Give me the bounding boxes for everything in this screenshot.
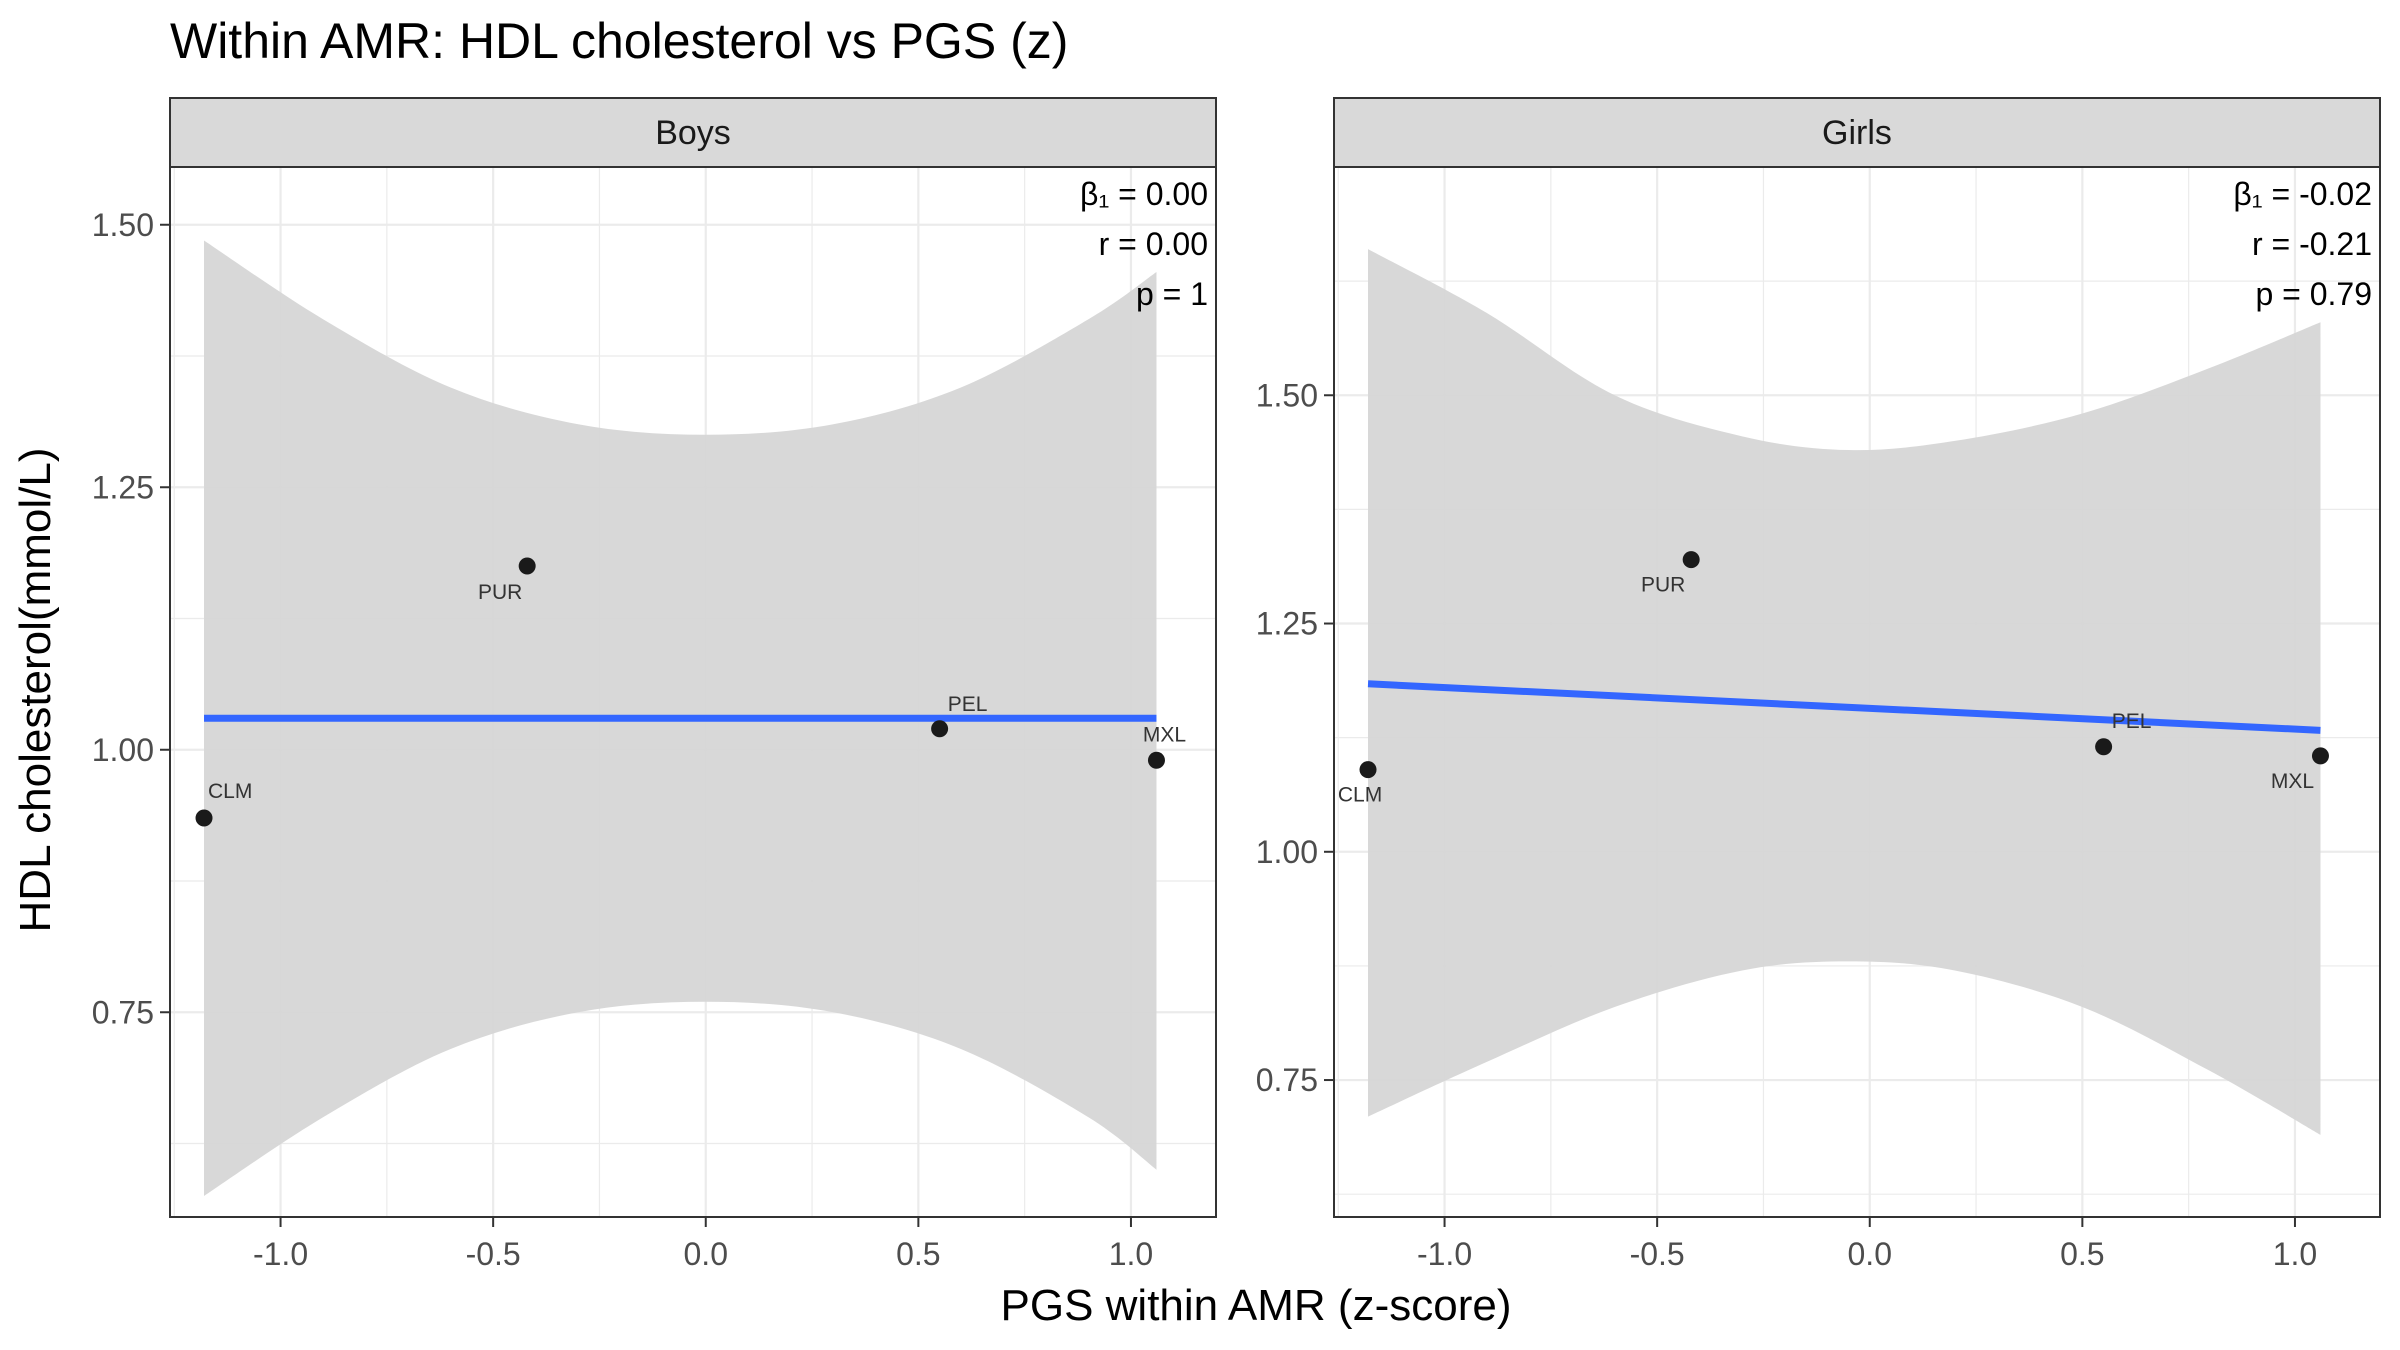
point-label-pel: PEL (2112, 710, 2152, 733)
y-tick-label: 1.50 (92, 207, 154, 243)
confidence-band (1368, 249, 2321, 1135)
x-tick-label: 0.5 (2060, 1236, 2104, 1272)
stat-annotation: p = 1 (1136, 276, 1208, 312)
data-point-pur (1682, 551, 1700, 569)
panel-boys: CLM PUR PEL MXL β₁ = 0.00 r = 0.00 p = 1 Boys -1… (92, 97, 1217, 1272)
point-label-pel: PEL (948, 693, 988, 716)
stat-annotation: r = -0.21 (2252, 226, 2372, 262)
stat-annotation: β₁ = -0.02 (2233, 176, 2372, 212)
x-tick-label: 0.5 (896, 1236, 940, 1272)
y-tick-label: 1.25 (1256, 606, 1318, 642)
y-tick-label: 0.75 (92, 994, 154, 1030)
facet-strip-label: Girls (1822, 114, 1892, 152)
y-tick-label: 1.00 (1256, 834, 1318, 870)
data-point-mxl (2311, 747, 2329, 765)
facet-strip (1333, 97, 2381, 168)
x-tick-label: 0.0 (1848, 1236, 1892, 1272)
point-label-clm: CLM (1338, 784, 1382, 807)
x-tick-label: -0.5 (1630, 1236, 1685, 1272)
regression-line (1367, 680, 2321, 734)
y-tick-label: 1.25 (92, 469, 154, 505)
data-point-pel (2095, 738, 2113, 756)
data-point-clm (1359, 761, 1377, 779)
chart-title: Within AMR: HDL cholesterol vs PGS (z) (170, 13, 1068, 69)
x-tick-label: -0.5 (466, 1236, 521, 1272)
x-tick-label: -1.0 (1417, 1236, 1472, 1272)
stat-annotation: r = 0.00 (1099, 226, 1208, 262)
stat-annotation: p = 0.79 (2255, 276, 2372, 312)
x-axis-label: PGS within AMR (z-score) (1001, 1281, 1512, 1330)
facet-strip (169, 97, 1217, 168)
panel-girls: CLM PUR PEL MXL β₁ = -0.02 r = -0.21 p = 0.79 G… (1256, 97, 2381, 1272)
x-tick-label: -1.0 (253, 1236, 308, 1272)
x-tick-label: 1.0 (2273, 1236, 2317, 1272)
data-point-mxl (1147, 751, 1165, 769)
point-label-clm: CLM (208, 780, 252, 803)
point-label-mxl: MXL (2271, 770, 2314, 793)
point-label-pur: PUR (1641, 574, 1685, 597)
data-point-clm (195, 809, 213, 827)
point-label-pur: PUR (478, 581, 522, 604)
y-axis-label: HDL cholesterol(mmol/L) (11, 448, 60, 933)
y-tick-label: 1.00 (92, 732, 154, 768)
y-tick-label: 1.50 (1256, 377, 1318, 413)
stat-annotation: β₁ = 0.00 (1080, 176, 1208, 212)
y-tick-label: 0.75 (1256, 1062, 1318, 1098)
data-point-pel (931, 720, 949, 738)
x-tick-label: 0.0 (684, 1236, 728, 1272)
point-label-mxl: MXL (1143, 723, 1186, 746)
data-point-pur (518, 557, 536, 575)
x-tick-label: 1.0 (1109, 1236, 1153, 1272)
facet-strip-label: Boys (655, 114, 731, 152)
